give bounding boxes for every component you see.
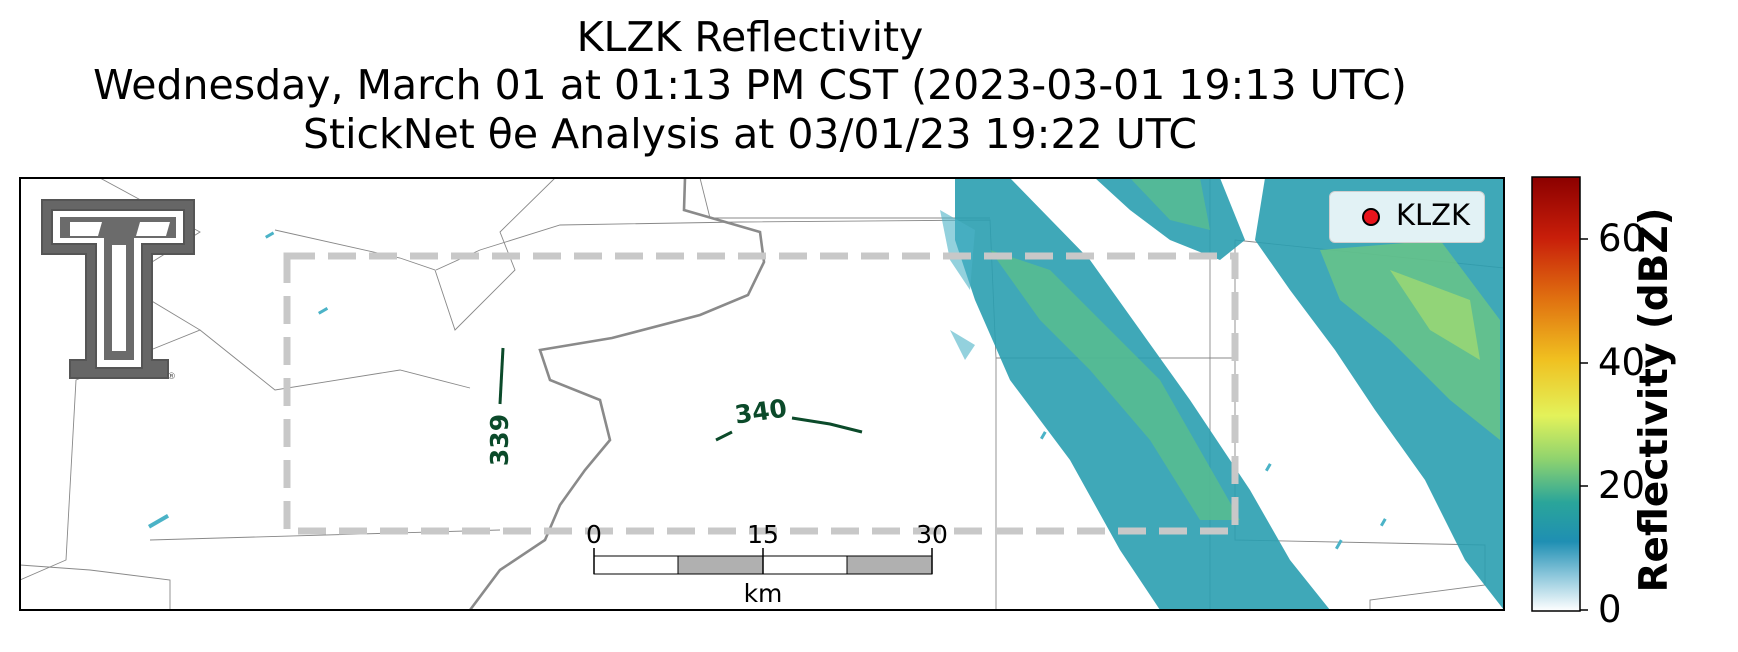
colorbar-tick-60: 60 xyxy=(1598,217,1646,260)
svg-text:®: ® xyxy=(167,372,176,382)
legend: KLZK xyxy=(1329,191,1485,243)
title-line-2: Wednesday, March 01 at 01:13 PM CST (202… xyxy=(93,61,1407,109)
title-line-3: StickNet θe Analysis at 03/01/23 19:22 U… xyxy=(303,110,1197,158)
contour-339-line xyxy=(498,347,505,405)
contour-340-line-a xyxy=(715,430,733,442)
title-line-1: KLZK Reflectivity xyxy=(576,13,924,61)
colorbar-title: Reflectivity (dBZ) xyxy=(1632,207,1677,593)
scale-tick-15: 15 xyxy=(747,520,779,549)
scale-tick-30: 30 xyxy=(916,520,948,549)
contour-340-label: 340 xyxy=(733,394,789,430)
colorbar-tick-0: 0 xyxy=(1598,588,1622,631)
colorbar xyxy=(1531,176,1581,612)
scale-tick-0: 0 xyxy=(586,520,602,549)
contour-339-label: 339 xyxy=(485,414,514,466)
reflectivity-speckles xyxy=(148,231,1387,550)
klzk-marker-icon xyxy=(1362,208,1380,226)
map-frame xyxy=(19,177,1505,611)
colorbar-tick-20: 20 xyxy=(1598,464,1646,507)
texas-tech-double-t-logo: ® xyxy=(41,199,195,382)
legend-label: KLZK xyxy=(1396,198,1471,232)
scale-bar xyxy=(593,548,933,575)
contour-340-line-b xyxy=(791,416,863,434)
river xyxy=(468,178,766,610)
colorbar-tick-40: 40 xyxy=(1598,341,1646,384)
colorbar-ticks xyxy=(1580,238,1588,611)
scale-unit: km xyxy=(743,579,783,608)
analysis-domain-box xyxy=(283,252,1239,535)
